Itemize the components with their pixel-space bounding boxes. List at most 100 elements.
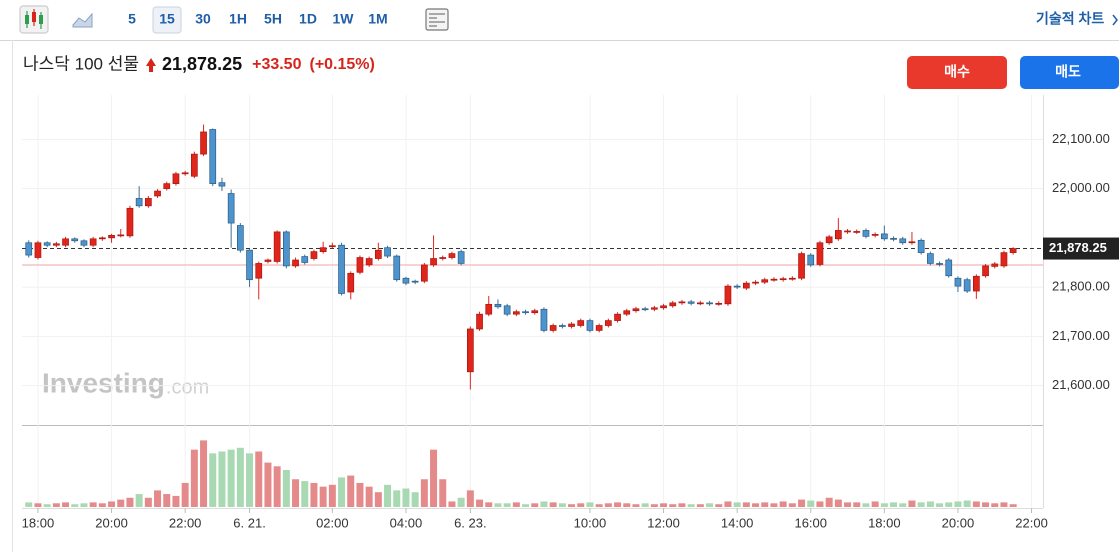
volume-bar — [568, 504, 576, 507]
x-tick-label: 10:00 — [574, 515, 607, 530]
volume-bar — [457, 497, 465, 507]
candle-body — [724, 285, 732, 305]
candle-body — [954, 277, 962, 287]
volume-bar — [476, 499, 484, 507]
volume-bar — [614, 502, 622, 507]
volume-bar — [623, 503, 631, 507]
candle-body — [191, 153, 198, 177]
volume-bar — [135, 494, 143, 507]
candle-body — [329, 245, 336, 248]
interval-option[interactable]: 5H — [264, 11, 282, 27]
candle-body — [181, 172, 189, 175]
interval-option[interactable]: 30 — [195, 11, 211, 27]
candle-body — [917, 239, 925, 253]
y-tick-label: 21,800.00 — [1052, 279, 1110, 294]
volume-bar — [384, 484, 392, 507]
candle-body — [522, 311, 529, 314]
volume-bar — [319, 486, 327, 507]
candle-body — [393, 255, 401, 281]
technical-chart-link[interactable]: 기술적 차트 — [1036, 11, 1104, 27]
interval-option[interactable]: 1W — [333, 11, 355, 27]
candle-body — [402, 277, 410, 284]
volume-bar — [98, 503, 106, 507]
candle-body — [430, 258, 437, 266]
candle-body — [512, 311, 520, 315]
volume-bar — [908, 500, 916, 507]
candle-body — [273, 231, 281, 262]
volume-bar — [641, 503, 649, 507]
candle-body — [356, 257, 364, 273]
interval-option[interactable]: 15 — [159, 11, 175, 27]
volume-bar — [945, 502, 953, 507]
x-tick-label: 20:00 — [95, 515, 128, 530]
interval-option[interactable]: 1H — [229, 11, 247, 27]
volume-bar — [393, 490, 401, 507]
candle-body — [899, 238, 907, 244]
volume-bar — [43, 504, 51, 507]
x-tick-label: 04:00 — [390, 515, 423, 530]
volume-bar — [163, 494, 171, 507]
instrument-name: 나스닥 100 선물 — [23, 54, 139, 73]
volume-bar — [411, 492, 419, 507]
candle-body — [577, 320, 585, 326]
candle-icon[interactable] — [19, 5, 49, 34]
volume-bar — [632, 504, 640, 507]
x-tick-label: 20:00 — [942, 515, 975, 530]
area-icon[interactable] — [72, 12, 93, 28]
candle-body — [163, 183, 171, 189]
volume-bar — [71, 504, 79, 507]
candle-body — [660, 305, 667, 309]
candle-body — [752, 281, 759, 284]
sell-button[interactable] — [1020, 56, 1119, 89]
volume-bar — [917, 502, 925, 507]
candle-body — [807, 254, 815, 266]
candle-body — [310, 251, 318, 259]
volume-bar — [218, 451, 226, 507]
candle-body — [623, 310, 631, 315]
x-tick-label: 18:00 — [868, 515, 901, 530]
volume-bar — [991, 503, 999, 507]
candle-body — [871, 234, 879, 236]
volume-bar — [669, 504, 677, 507]
volume-bar — [62, 502, 70, 507]
candle-body — [632, 308, 640, 312]
candle-body — [650, 307, 658, 310]
candle-body — [945, 259, 953, 277]
candle-body — [301, 256, 309, 263]
interval-option[interactable]: 1D — [299, 11, 317, 27]
candle-body — [908, 241, 916, 244]
candle-body — [558, 325, 566, 327]
candle-body — [549, 325, 557, 331]
candle-body — [982, 265, 989, 277]
candle-body — [834, 230, 842, 240]
volume-bar — [264, 462, 272, 507]
selected-interval-box — [152, 6, 182, 34]
candle-body — [172, 173, 180, 185]
interval-option[interactable]: 1M — [368, 11, 387, 27]
layout-icon[interactable] — [425, 8, 449, 31]
buy-label[interactable]: 매수 — [944, 64, 970, 80]
candle-body — [338, 244, 345, 294]
volume-bar — [494, 503, 502, 507]
volume-bar — [448, 501, 456, 507]
candle-body — [825, 236, 833, 244]
x-tick-label: 22:00 — [1015, 515, 1048, 530]
volume-bar — [1009, 504, 1017, 507]
chevron — [1112, 14, 1118, 26]
buy-button[interactable] — [907, 56, 1007, 89]
candle-body — [844, 230, 851, 233]
volume-bar — [678, 503, 686, 507]
candle-body — [347, 272, 355, 293]
volume-bar — [926, 501, 934, 507]
volume-bar — [466, 490, 474, 507]
candle-body — [448, 253, 456, 258]
candle-body — [476, 313, 483, 330]
sell-label[interactable]: 매도 — [1055, 64, 1081, 80]
candle-body — [457, 251, 465, 264]
volume-bar — [503, 503, 511, 507]
volume-bar — [954, 501, 962, 507]
volume-bar — [292, 479, 300, 507]
x-tick-label: 14:00 — [721, 515, 754, 530]
volume-bar — [356, 482, 364, 507]
interval-option[interactable]: 5 — [128, 11, 136, 27]
